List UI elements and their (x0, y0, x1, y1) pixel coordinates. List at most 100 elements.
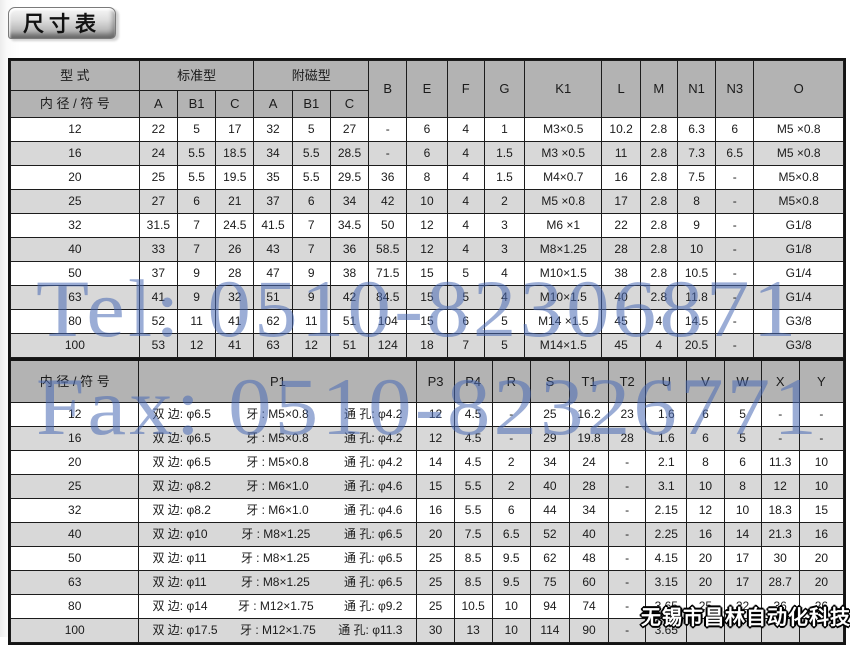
value-cell: 20 (416, 522, 455, 547)
value-cell: 14 (416, 450, 455, 475)
value-cell: 9 (676, 213, 717, 238)
value-cell: - (368, 117, 408, 142)
p1-side-hole: 双 边: φ8.2 (152, 503, 211, 518)
value-cell: 12 (406, 213, 448, 238)
bore-cell: 40 (9, 522, 140, 547)
value-cell: - (760, 426, 800, 451)
value-cell: 15 (798, 498, 845, 523)
col-S: S (529, 359, 570, 403)
value-cell: 19.5 (215, 165, 255, 190)
p1-through-hole: 通 孔: φ9.2 (343, 599, 403, 614)
upper-row-25: 25 27 6 21 37 6 34 42 10 4 2 M5 ×0.8 17 2.8 8- M5×0.8 (10, 189, 844, 214)
col-W: W (723, 359, 762, 403)
value-cell: 12 (176, 333, 217, 358)
value-cell: - (608, 570, 647, 595)
value-cell: 2.8 (639, 141, 678, 166)
value-cell: 6.5 (491, 522, 531, 547)
value-cell: 8 (686, 450, 725, 475)
value-cell: M4×0.7 (524, 165, 603, 190)
value-cell: - (491, 426, 531, 451)
value-cell: 45 (601, 333, 641, 358)
p1-cell: 双 边: φ10 牙 : M8×1.25 通 孔: φ6.5 (138, 522, 418, 547)
value-cell: 37 (253, 189, 293, 214)
value-cell: M3×0.5 (524, 117, 603, 142)
p1-thread: 牙 : M12×1.75 (240, 623, 316, 638)
value-cell: 28 (608, 426, 647, 451)
value-cell: 62 (529, 546, 570, 571)
value-cell: 20 (798, 546, 845, 571)
value-cell: 10 (406, 189, 448, 214)
value-cell: 9 (291, 261, 331, 286)
p1-side-hole: 双 边: φ8.2 (152, 479, 211, 494)
bore-cell: 12 (9, 402, 140, 427)
bore-symbol-label-2: 内 径 / 符 号 (9, 359, 140, 403)
value-cell: 10.2 (601, 117, 641, 142)
p1-thread: 牙 : M5×0.8 (246, 431, 309, 446)
value-cell: 28.7 (760, 570, 800, 595)
value-cell: 7.5 (453, 522, 493, 547)
p1-cell: 双 边: φ6.5 牙 : M5×0.8 通 孔: φ4.2 (138, 450, 418, 475)
value-cell: 28 (568, 474, 610, 499)
value-cell: 10 (723, 498, 762, 523)
value-cell: 7.5 (676, 165, 717, 190)
value-cell: 4 (446, 165, 485, 190)
value-cell: 2.25 (645, 522, 688, 547)
col-C-std: C (215, 90, 255, 118)
value-cell: 1.6 (645, 402, 688, 427)
col-N3: N3 (715, 60, 755, 118)
value-cell: 10.5 (676, 261, 717, 286)
value-cell: 2.8 (639, 189, 678, 214)
value-cell: 29 (529, 426, 570, 451)
value-cell: 8 (723, 474, 762, 499)
value-cell: 10 (798, 474, 845, 499)
value-cell: G1/8 (753, 213, 844, 238)
value-cell: 31.5 (138, 213, 178, 238)
p1-cell: 双 边: φ11 牙 : M8×1.25 通 孔: φ6.5 (138, 570, 418, 595)
p1-values: 双 边: φ8.2 牙 : M6×1.0 通 孔: φ4.6 (140, 503, 416, 518)
value-cell: 22 (601, 213, 641, 238)
value-cell: 4 (639, 309, 678, 334)
p1-thread: 牙 : M6×1.0 (246, 479, 309, 494)
col-K1: K1 (524, 60, 603, 118)
value-cell: 2.15 (645, 498, 688, 523)
value-cell: 51 (329, 309, 370, 334)
bore-cell: 16 (10, 141, 140, 166)
value-cell: 26 (215, 237, 255, 262)
value-cell: 10 (798, 450, 845, 475)
value-cell: 7 (176, 237, 217, 262)
upper-row-12: 12 22 5 17 32 5 27-6 4 1 M3×0.5 10.2 2.8 6.3 6 M5 ×0.8 (10, 117, 844, 142)
upper-table-header: 型 式 标准型 附磁型 B E F G K1 L M N1 N3 O 内 径 /… (10, 60, 844, 118)
value-cell: 5 (446, 261, 485, 286)
value-cell: 12 (760, 474, 800, 499)
value-cell: 5.5 (453, 498, 493, 523)
value-cell: 36 (368, 165, 408, 190)
col-G: G (483, 60, 526, 118)
value-cell: G1/8 (753, 237, 844, 262)
value-cell: - (491, 402, 531, 427)
value-cell: 7 (446, 333, 485, 358)
value-cell: 8 (406, 165, 448, 190)
value-cell: 4 (446, 213, 485, 238)
p1-thread: 牙 : M12×1.75 (237, 599, 314, 614)
header-row-groups: 型 式 标准型 附磁型 B E F G K1 L M N1 N3 O (10, 60, 844, 118)
value-cell: 5.5 (176, 165, 217, 190)
value-cell: M3 ×0.5 (524, 141, 603, 166)
p1-thread: 牙 : M8×1.25 (240, 575, 310, 590)
value-cell: 6 (723, 450, 762, 475)
dimensions-table-lower: 内 径 / 符 号 P1 P3 P4 R S T1 T2 U V W X Y 1… (9, 358, 845, 643)
value-cell: 25 (529, 402, 570, 427)
value-cell: 71.5 (368, 261, 408, 286)
value-cell: 2 (491, 450, 531, 475)
value-cell: 94 (529, 594, 570, 619)
p1-side-hole: 双 边: φ11 (152, 575, 207, 590)
value-cell: 3 (483, 237, 526, 262)
value-cell: 30 (416, 618, 455, 643)
col-X: X (760, 359, 800, 403)
value-cell: 16 (601, 165, 641, 190)
value-cell: 30 (760, 546, 800, 571)
value-cell: 12 (686, 498, 725, 523)
value-cell: 27 (329, 117, 370, 142)
value-cell: 2.8 (639, 213, 678, 238)
magnetic-type-group: 附磁型 (253, 60, 370, 91)
